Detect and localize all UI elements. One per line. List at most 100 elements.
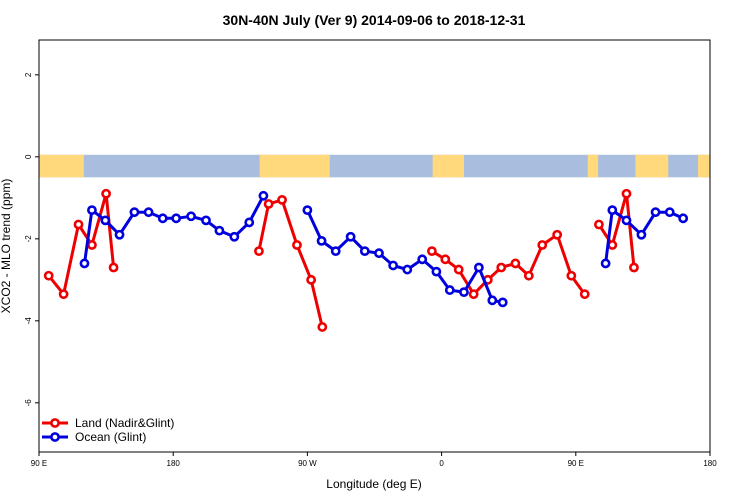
data-point xyxy=(306,274,317,285)
legend-marker xyxy=(50,432,60,442)
series-line xyxy=(257,198,324,328)
legend: Land (Nadir&Glint)Ocean (Glint) xyxy=(42,416,174,444)
data-point xyxy=(496,262,507,273)
map-land xyxy=(259,154,330,178)
data-point xyxy=(566,270,577,281)
data-point xyxy=(497,297,508,308)
map-ocean xyxy=(39,154,710,178)
series-layer xyxy=(43,188,689,332)
data-point xyxy=(129,207,140,218)
data-point xyxy=(459,287,469,298)
data-point xyxy=(214,225,225,236)
data-point xyxy=(345,231,356,242)
data-point xyxy=(427,246,437,257)
data-point xyxy=(417,254,428,265)
data-point xyxy=(388,260,399,271)
data-point xyxy=(79,258,90,269)
y-tick-label: 2 xyxy=(24,72,33,77)
data-point xyxy=(254,246,264,257)
data-point xyxy=(523,270,534,281)
data-point xyxy=(330,246,341,257)
data-point xyxy=(678,213,689,224)
x-tick-label: 180 xyxy=(167,459,181,468)
y-axis: 2 0 -2 -4 -6 xyxy=(24,72,39,406)
data-point xyxy=(600,258,611,269)
data-point xyxy=(101,188,111,199)
data-point xyxy=(100,215,111,226)
data-point xyxy=(258,190,269,201)
map-land xyxy=(432,154,464,178)
data-point xyxy=(607,205,618,216)
data-point xyxy=(579,289,590,300)
x-axis: 90 E 180 90 W 0 90 E 180 xyxy=(31,452,717,468)
data-point xyxy=(292,240,302,250)
legend-label: Ocean (Glint) xyxy=(75,430,146,444)
data-point xyxy=(374,248,384,259)
series-1 xyxy=(79,190,689,308)
data-point xyxy=(201,215,211,226)
series-line xyxy=(431,233,586,296)
data-point xyxy=(87,240,97,250)
data-point xyxy=(594,219,604,230)
map-band xyxy=(39,154,710,178)
data-point xyxy=(302,205,313,216)
data-point xyxy=(114,229,125,240)
y-tick-label: -4 xyxy=(24,317,33,325)
data-point xyxy=(73,219,84,230)
data-point xyxy=(552,229,563,240)
y-tick-label: -6 xyxy=(24,399,33,407)
data-point xyxy=(537,240,548,250)
data-point xyxy=(664,207,675,218)
data-point xyxy=(229,231,240,242)
data-point xyxy=(402,264,413,275)
data-point xyxy=(629,262,639,273)
series-0 xyxy=(43,188,639,332)
x-tick-label: 90 E xyxy=(568,459,584,468)
data-point xyxy=(650,207,661,218)
x-axis-label: Longitude (deg E) xyxy=(326,477,421,491)
data-point xyxy=(317,322,328,332)
x-tick-label: 90 W xyxy=(298,459,317,468)
data-point xyxy=(171,213,182,224)
map-land xyxy=(635,154,669,178)
y-axis-label: XCO2 - MLO trend (ppm) xyxy=(0,179,13,314)
data-point xyxy=(43,270,54,281)
data-point xyxy=(108,262,119,273)
x-tick-label: 0 xyxy=(439,459,444,468)
data-point xyxy=(444,285,455,295)
data-point xyxy=(157,213,168,224)
data-point xyxy=(468,289,479,300)
data-point xyxy=(607,240,618,250)
data-point xyxy=(453,264,464,275)
plot-frame xyxy=(38,39,711,453)
data-point xyxy=(636,229,647,240)
data-point xyxy=(87,205,97,216)
series-line xyxy=(306,209,503,304)
map-land xyxy=(587,154,599,178)
data-point xyxy=(487,295,498,306)
x-tick-label: 180 xyxy=(703,459,717,468)
series-line xyxy=(47,192,116,296)
data-point xyxy=(263,199,274,209)
data-point xyxy=(277,194,287,205)
legend-item-1: Ocean (Glint) xyxy=(42,430,146,444)
data-point xyxy=(473,262,484,273)
data-point xyxy=(359,246,370,257)
x-tick-label: 90 E xyxy=(31,459,47,468)
legend-label: Land (Nadir&Glint) xyxy=(75,416,174,430)
data-point xyxy=(186,211,196,222)
data-point xyxy=(143,207,154,218)
data-point xyxy=(316,235,327,246)
chart-title: 30N-40N July (Ver 9) 2014-09-06 to 2018-… xyxy=(223,12,526,28)
data-point xyxy=(431,266,442,277)
map-land xyxy=(698,154,710,178)
data-point xyxy=(621,215,632,226)
data-point xyxy=(510,258,521,269)
legend-item-0: Land (Nadir&Glint) xyxy=(42,416,174,430)
data-point xyxy=(440,254,451,265)
map-land xyxy=(39,154,84,178)
series-line xyxy=(597,192,636,268)
data-point xyxy=(621,188,632,199)
y-tick-label: -2 xyxy=(24,235,33,243)
